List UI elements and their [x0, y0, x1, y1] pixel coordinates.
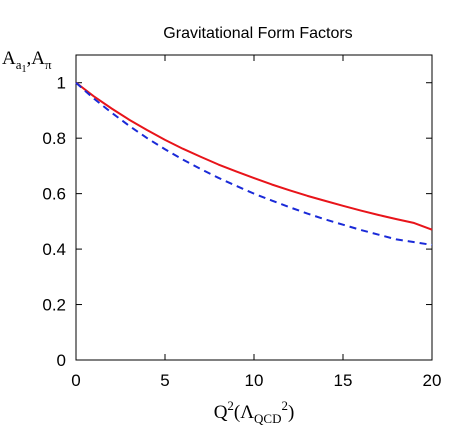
chart-title: Gravitational Form Factors — [163, 25, 352, 42]
series-line-1 — [75, 81, 433, 231]
x-tick-label: 5 — [160, 371, 169, 390]
axis-tick-labels: 0 5 10 15 20 0 0.2 0.4 0.6 0.8 1 — [42, 74, 441, 390]
x-tick-label: 10 — [245, 371, 264, 390]
y-tick-label: 0.4 — [42, 240, 66, 259]
axis-ticks — [75, 55, 433, 361]
y-tick-label: 0 — [57, 351, 66, 370]
x-tick-label: 0 — [71, 371, 80, 390]
y-tick-label: 0.2 — [42, 296, 66, 315]
plot-frame — [75, 54, 433, 361]
y-tick-label: 1 — [57, 74, 66, 93]
x-tick-label: 15 — [334, 371, 353, 390]
y-tick-label: 0.6 — [42, 185, 66, 204]
x-axis-label: Q2(ΛQCD2) — [214, 398, 295, 426]
y-axis-label: Aa1,Aπ — [2, 48, 52, 75]
series-layer — [75, 81, 433, 246]
y-tick-label: 0.8 — [42, 129, 66, 148]
series-line-2 — [75, 81, 433, 246]
x-tick-label: 20 — [423, 371, 442, 390]
